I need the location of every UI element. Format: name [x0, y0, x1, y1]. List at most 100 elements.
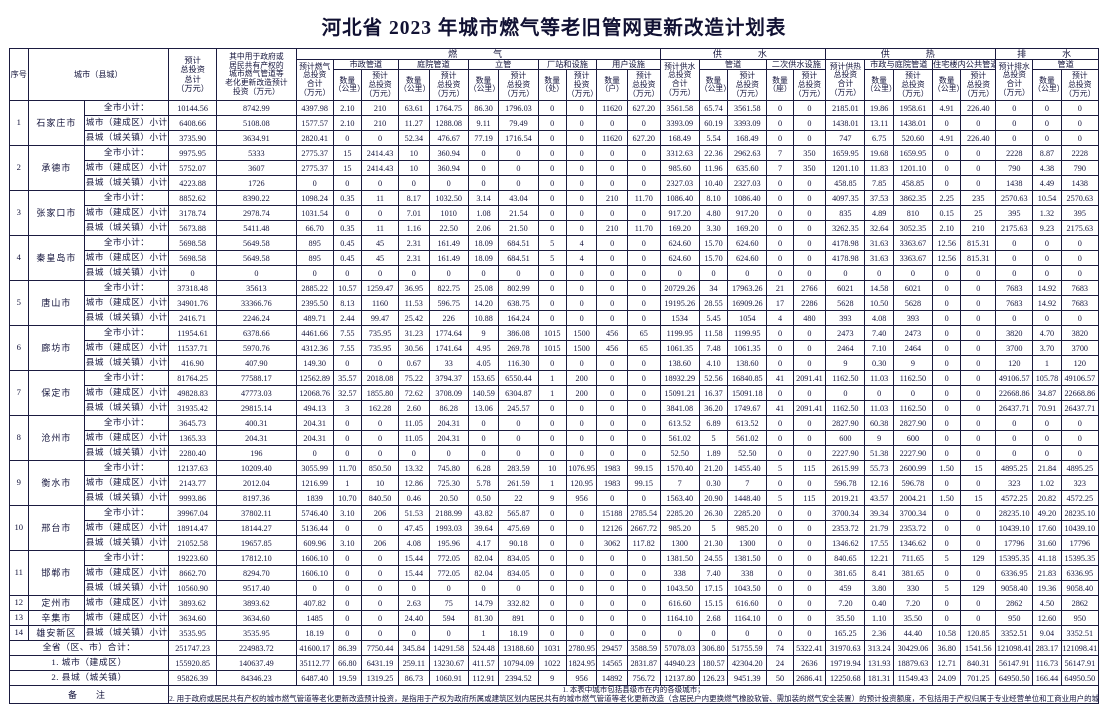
- table-cell: 0: [467, 145, 500, 162]
- table-cell: 600: [825, 430, 866, 447]
- table-cell: 0: [537, 565, 567, 582]
- table-cell: 1: [332, 475, 363, 492]
- total-row: 全省（区、市）合计： 251747.23 224983.72 41600.17 86.3…: [8, 640, 1100, 657]
- table-cell: 22668.86: [1060, 385, 1100, 402]
- table-cell: 0: [995, 415, 1034, 432]
- table-cell: 1726: [216, 175, 297, 192]
- table-cell: 11537.71: [168, 340, 218, 357]
- table-cell: 11620: [596, 100, 628, 117]
- table-cell: 1659.95: [892, 145, 934, 162]
- table-cell: 381.65: [825, 565, 866, 582]
- table-cell: 0: [537, 505, 567, 522]
- table-cell: 3634.60: [168, 610, 218, 627]
- table-cell: 834.05: [498, 565, 539, 582]
- table-cell: 10: [537, 460, 567, 477]
- header-gas-riser-qty: 数量 （公里）: [467, 69, 500, 102]
- table-cell: 138.60: [727, 355, 768, 372]
- table-cell: 6021: [892, 280, 934, 297]
- table-cell: 200: [565, 385, 598, 402]
- table-cell: 1606.10: [295, 565, 334, 582]
- table-cell: 0: [295, 265, 334, 282]
- table-cell: 0: [960, 520, 997, 537]
- table-cell: 0: [932, 310, 962, 327]
- table-cell: 3700.34: [825, 505, 866, 522]
- table-cell: 386.08: [498, 325, 539, 342]
- row-category-label: 城市（建成区）小计: [84, 610, 170, 627]
- table-cell: 49.20: [1032, 505, 1062, 522]
- table-cell: 2.44: [332, 310, 363, 327]
- table-cell: 2978.74: [216, 205, 297, 222]
- table-cell: 810: [892, 205, 934, 222]
- table-cell: 52.50: [659, 445, 700, 462]
- table-cell: 2780.95: [565, 640, 598, 657]
- table-cell: 0: [792, 415, 827, 432]
- table-cell: 0: [565, 265, 598, 282]
- table-cell: 0: [398, 625, 430, 642]
- table-cell: 0: [932, 475, 962, 492]
- row-seq: 9: [9, 460, 29, 507]
- table-cell: 195.96: [428, 535, 469, 552]
- table-cell: 458.85: [892, 175, 934, 192]
- row-category-label: 县城（城关镇）小计: [84, 625, 170, 642]
- table-cell: 0.67: [398, 355, 430, 372]
- table-cell: 115: [792, 490, 827, 507]
- table-cell: 2019.21: [825, 490, 866, 507]
- header-gas-plant: 厂站和设施: [537, 59, 598, 71]
- table-cell: 7: [659, 475, 700, 492]
- table-cell: 0: [596, 310, 628, 327]
- table-cell: 2600.99: [892, 460, 934, 477]
- table-cell: 1: [537, 385, 567, 402]
- table-cell: 596.75: [428, 295, 469, 312]
- table-cell: 7.40: [864, 325, 894, 342]
- table-cell: 6336.95: [1060, 565, 1100, 582]
- table-cell: 9.04: [1032, 625, 1062, 642]
- table-cell: 11.70: [332, 460, 363, 477]
- table-row: 1 石家庄市 全市小计： 10144.56 8742.99 4397.98 2.10 210 6…: [9, 100, 1100, 147]
- table-cell: 153.65: [467, 370, 500, 387]
- table-cell: 0: [626, 280, 661, 297]
- table-cell: 5136.44: [295, 520, 334, 537]
- table-cell: 802.99: [498, 280, 539, 297]
- table-cell: 0.15: [932, 205, 962, 222]
- table-cell: 3794.37: [428, 370, 469, 387]
- table-cell: 14.58: [864, 280, 894, 297]
- table-cell: 0: [960, 310, 997, 327]
- table-row: 县城（城关镇）小计 4223.88 1726 0 0 0 0 0 0 0 0 0 0 0 2327.03 10…: [10, 175, 1100, 192]
- table-row: 县城（城关镇）小计 416.90 407.90 149.30 0 0 0.67 33 4.05 1…: [10, 355, 1100, 372]
- table-cell: 895: [295, 235, 334, 252]
- plan-table: 序号 城市（县城） 预计 总投资 总计 （万元） 其中用于政府或 居民共有产权的 城市燃气…: [8, 47, 1100, 704]
- table-cell: 2353.72: [892, 520, 934, 537]
- table-cell: 4178.98: [825, 250, 866, 267]
- table-cell: 7.40: [698, 565, 729, 582]
- table-cell: 0: [626, 595, 661, 612]
- table-cell: 306.80: [698, 640, 729, 657]
- table-cell: 7683: [995, 295, 1034, 312]
- table-cell: 204.31: [295, 415, 334, 432]
- row-category-label: 全市小计：: [84, 235, 170, 252]
- table-cell: 11.58: [698, 325, 729, 342]
- table-cell: 11: [361, 190, 400, 207]
- table-cell: 41: [766, 370, 794, 387]
- table-cell: 24.55: [698, 550, 729, 567]
- table-cell: 0: [537, 100, 567, 117]
- table-cell: 1162.50: [892, 400, 934, 417]
- table-cell: 0: [792, 610, 827, 627]
- table-cell: 10.50: [864, 295, 894, 312]
- table-cell: 0: [1060, 250, 1100, 267]
- table-cell: 86.28: [428, 400, 469, 417]
- table-cell: 4.08: [864, 310, 894, 327]
- table-cell: 37802.11: [216, 505, 297, 522]
- table-cell: 3893.62: [216, 595, 297, 612]
- table-cell: 15.44: [398, 565, 430, 582]
- header-heat-municipal-qty: 数量（公里）: [864, 69, 894, 102]
- table-cell: 0: [596, 145, 628, 162]
- table-cell: 1993.03: [428, 520, 469, 537]
- table-cell: 20.82: [1032, 490, 1062, 507]
- table-cell: 29815.14: [216, 400, 297, 417]
- table-cell: 561.02: [659, 430, 700, 447]
- table-cell: 10560.90: [168, 580, 218, 597]
- table-cell: 86.30: [467, 100, 500, 117]
- row-category-label: 城市（建成区）小计: [84, 295, 170, 312]
- table-cell: 480: [792, 310, 827, 327]
- table-cell: 0: [537, 355, 567, 372]
